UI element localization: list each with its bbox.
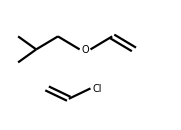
Text: O: O [81, 45, 89, 55]
Text: Cl: Cl [92, 84, 102, 94]
